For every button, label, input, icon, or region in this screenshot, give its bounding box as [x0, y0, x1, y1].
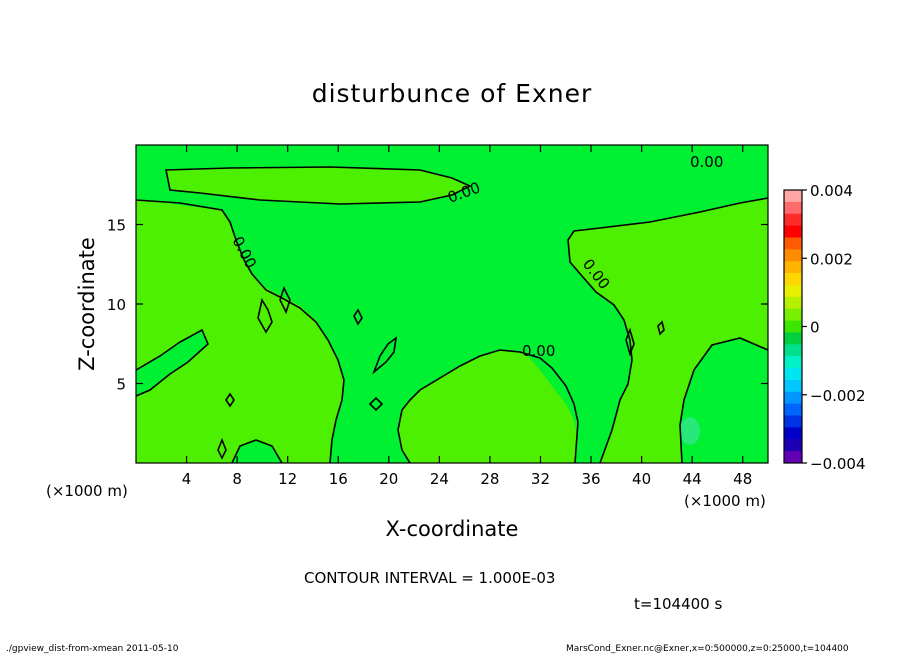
colorbar-swatch: [784, 415, 802, 428]
colorbar-swatch: [784, 451, 802, 464]
colorbar-swatch: [784, 273, 802, 286]
colorbar-swatch: [784, 201, 802, 215]
plot-area: [136, 145, 768, 463]
x-axis: 4 8 12 16 20 24 28 32 36 40 44 48: [182, 145, 752, 488]
positive-band-top: [166, 167, 470, 204]
colorbar-swatch: [784, 439, 802, 452]
colorbar-swatch: [784, 391, 802, 405]
negative-region-upper: [136, 145, 768, 463]
x-tick-label: 44: [683, 470, 702, 488]
time-text: t=104400 s: [634, 595, 722, 613]
contour-label: 0.00: [522, 342, 555, 360]
y-tick-label: 5: [116, 376, 126, 394]
colorbar-swatch: [784, 261, 802, 274]
colorbar-swatch: [784, 320, 802, 333]
weak-negative-spot: [680, 417, 700, 445]
colorbar-swatch: [784, 190, 802, 203]
chart-title: disturbunce of Exner: [312, 79, 593, 108]
x-tick-label: 40: [632, 470, 651, 488]
colorbar-swatch: [784, 308, 802, 322]
colorbar-swatch: [784, 213, 802, 227]
colorbar-ticks: 0.004 0.002 0 −0.002 −0.004: [802, 182, 866, 473]
colorbar-swatch: [784, 284, 802, 298]
x-tick-label: 20: [379, 470, 398, 488]
colorbar: [783, 189, 803, 464]
colorbar-swatch: [784, 296, 802, 310]
x-tick-label: 12: [278, 470, 297, 488]
colorbar-swatch: [784, 332, 802, 345]
x-tick-label: 24: [430, 470, 449, 488]
colorbar-swatch: [784, 344, 802, 357]
colorbar-tick-label: 0.004: [810, 182, 853, 200]
negative-region-right: [680, 338, 768, 463]
y-tick-label: 15: [107, 217, 126, 235]
contour-label: 0.00: [690, 153, 723, 171]
y-axis: 5 10 15: [107, 217, 768, 394]
negative-patch-left: [136, 330, 208, 396]
colorbar-swatch: [784, 368, 802, 381]
y-tick-label: 10: [107, 296, 126, 314]
colorbar-tick-label: −0.002: [810, 387, 866, 405]
x-tick-label: 36: [581, 470, 600, 488]
y-axis-label: Z-coordinate: [75, 237, 99, 371]
x-unit-right: (×1000 m): [684, 492, 766, 510]
colorbar-swatch: [784, 379, 802, 393]
x-tick-label: 8: [232, 470, 242, 488]
colorbar-swatch: [784, 249, 802, 262]
colorbar-tick-label: −0.004: [810, 455, 866, 473]
x-tick-label: 32: [531, 470, 550, 488]
colorbar-swatch: [784, 225, 802, 238]
x-tick-label: 48: [733, 470, 752, 488]
contour-lines: [136, 166, 768, 463]
colorbar-swatch: [784, 237, 802, 250]
colorbar-swatch: [784, 356, 802, 369]
colorbar-swatch: [784, 427, 802, 440]
x-tick-label: 4: [182, 470, 192, 488]
x-tick-label: 16: [329, 470, 348, 488]
colorbar-swatch: [784, 403, 802, 417]
contour-interval-text: CONTOUR INTERVAL = 1.000E-03: [304, 569, 555, 587]
footer-left: ./gpview_dist-from-xmean 2011-05-10: [6, 644, 179, 654]
colorbar-tick-label: 0.002: [810, 250, 853, 268]
x-unit-left: (×1000 m): [46, 482, 128, 500]
footer-right: MarsCond_Exner.nc@Exner,x=0:500000,z=0:2…: [566, 644, 849, 654]
x-axis-label: X-coordinate: [386, 517, 519, 541]
x-tick-label: 28: [480, 470, 499, 488]
colorbar-tick-label: 0: [810, 319, 820, 337]
